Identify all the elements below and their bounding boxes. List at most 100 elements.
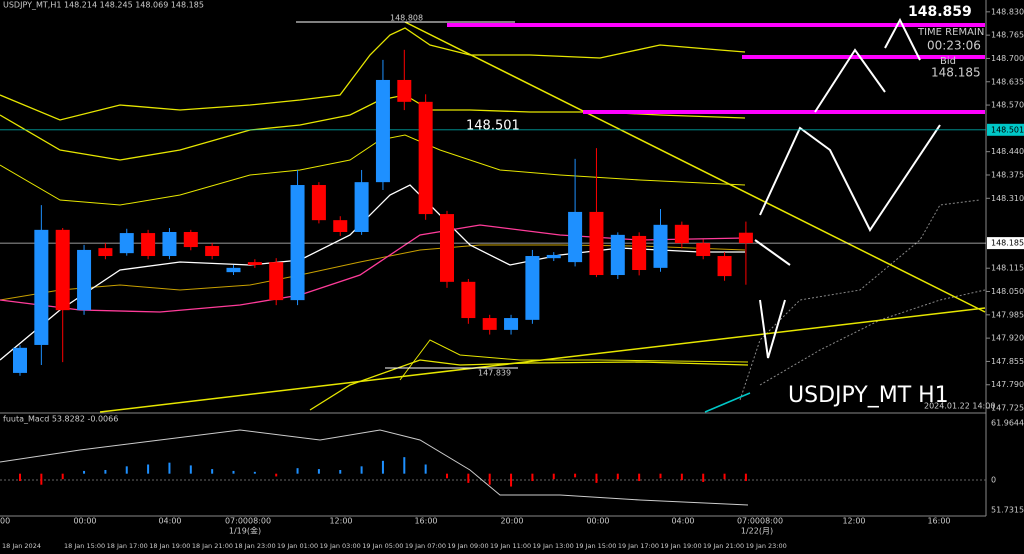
candle-body bbox=[269, 262, 284, 301]
macd-bar bbox=[723, 473, 726, 480]
macd-bar bbox=[616, 473, 619, 480]
slow-ma bbox=[0, 224, 746, 313]
y-tick-label: 147.725 bbox=[991, 404, 1024, 413]
hour-label: 12:00 bbox=[842, 517, 865, 526]
y-tick-label: 148.830 bbox=[991, 7, 1024, 16]
annotation: 148.808 bbox=[390, 14, 423, 23]
candle-body bbox=[610, 234, 625, 276]
macd-bar bbox=[61, 473, 64, 480]
macd-bar bbox=[595, 473, 598, 483]
chikou bbox=[704, 392, 751, 413]
hour-label: 12:00 bbox=[329, 517, 352, 526]
hour-label: 16:00 bbox=[414, 517, 437, 526]
macd-bar bbox=[467, 473, 470, 483]
candle-body bbox=[653, 224, 668, 268]
macd-bar bbox=[232, 470, 235, 474]
time-label: 19 Jan 13:00 bbox=[533, 542, 574, 550]
time-label: 18 Jan 17:00 bbox=[107, 542, 148, 550]
time-label: 19 Jan 15:00 bbox=[575, 542, 616, 550]
macd-bar bbox=[40, 473, 43, 485]
annotation: Bid bbox=[940, 56, 956, 67]
macd-bar bbox=[638, 473, 641, 482]
price-tag-label: 148.501 bbox=[991, 125, 1024, 134]
y-tick-label: 147.790 bbox=[991, 380, 1024, 389]
candle-body bbox=[290, 185, 305, 301]
annotation: 00:23:06 bbox=[927, 39, 981, 53]
hour-label: 00:00 bbox=[586, 517, 609, 526]
price-tag-label: 148.185 bbox=[991, 239, 1024, 248]
y-tick-label: 148.375 bbox=[991, 170, 1024, 179]
macd-bar bbox=[574, 473, 577, 478]
time-label: 19 Jan 17:00 bbox=[618, 542, 659, 550]
candle-body bbox=[504, 318, 519, 330]
y-tick-label: 147.920 bbox=[991, 334, 1024, 343]
macd-bar bbox=[552, 473, 555, 480]
y-tick-label: 147.985 bbox=[991, 310, 1024, 319]
candle-body bbox=[333, 220, 348, 232]
hour-label: 07:0008:00 bbox=[737, 517, 783, 526]
lower-band bbox=[309, 359, 749, 411]
macd-bar bbox=[744, 473, 747, 482]
candle-body bbox=[440, 214, 454, 282]
y-tick-label: 148.310 bbox=[991, 194, 1024, 203]
hour-label: 20:00 bbox=[500, 517, 523, 526]
candle-body bbox=[119, 233, 134, 254]
macd-bar bbox=[168, 462, 171, 474]
candle-body bbox=[461, 281, 476, 319]
macd-bar bbox=[403, 457, 406, 474]
annotation: 2024.01.22 14:00 bbox=[924, 402, 995, 411]
time-label: 18 Jan 19:00 bbox=[149, 542, 190, 550]
candle-body bbox=[34, 229, 49, 345]
candle-body bbox=[568, 211, 583, 263]
candle-body bbox=[205, 245, 220, 257]
macd-bar bbox=[531, 473, 534, 482]
price-tag bbox=[987, 123, 1024, 136]
macd-bar bbox=[488, 473, 491, 485]
candle-body bbox=[311, 185, 326, 221]
time-label: 19 Jan 21:00 bbox=[703, 542, 744, 550]
candle-body bbox=[418, 101, 433, 215]
macd-label: 61.9644 bbox=[991, 419, 1024, 428]
candle-body bbox=[589, 211, 604, 276]
candle-body bbox=[162, 231, 177, 257]
candle-body bbox=[77, 249, 92, 311]
y-tick-label: 148.700 bbox=[991, 54, 1024, 63]
y-tick-label: 148.440 bbox=[991, 147, 1024, 156]
macd-signal bbox=[0, 429, 749, 506]
macd-bar bbox=[424, 464, 427, 474]
date-label: 1/19(金) bbox=[229, 526, 261, 536]
macd-bar bbox=[125, 466, 128, 474]
trend-line bbox=[99, 307, 986, 413]
time-label: 19 Jan 23:00 bbox=[746, 542, 787, 550]
scenario-arrow bbox=[759, 299, 786, 359]
hour-label: 16:00 bbox=[927, 517, 950, 526]
candle-body bbox=[738, 232, 753, 244]
date-label: 1/22(月) bbox=[741, 527, 773, 536]
y-tick-label: 148.570 bbox=[991, 101, 1024, 110]
candle-body bbox=[55, 229, 70, 311]
time-label: 18 Jan 21:00 bbox=[192, 542, 233, 550]
candle-body bbox=[226, 267, 241, 273]
macd-bar bbox=[83, 470, 86, 474]
candle-body bbox=[632, 235, 647, 271]
y-tick-label: 148.050 bbox=[991, 287, 1024, 296]
hour-label: 04:00 bbox=[671, 517, 694, 526]
cloud-edge bbox=[739, 199, 981, 401]
macd-bar bbox=[296, 468, 299, 474]
time-label: 19 Jan 03:00 bbox=[320, 542, 361, 550]
chart-title: USDJPY_MT,H1 148.214 148.245 148.069 148… bbox=[3, 1, 204, 10]
annotation: 147.839 bbox=[478, 369, 511, 378]
y-tick-label: 148.635 bbox=[991, 77, 1024, 86]
scenario-arrow bbox=[754, 239, 791, 266]
annotation: 148.859 bbox=[908, 4, 972, 20]
macd-label: 0 bbox=[991, 476, 996, 485]
price-tag bbox=[987, 237, 1024, 250]
macd-bar bbox=[253, 471, 256, 474]
y-tick-label: 148.115 bbox=[991, 264, 1024, 273]
candle-body bbox=[717, 256, 732, 277]
candle-body bbox=[696, 243, 711, 257]
y-tick-label: 147.855 bbox=[991, 357, 1024, 366]
scenario-arrow bbox=[884, 17, 921, 61]
macd-bar bbox=[19, 473, 21, 482]
